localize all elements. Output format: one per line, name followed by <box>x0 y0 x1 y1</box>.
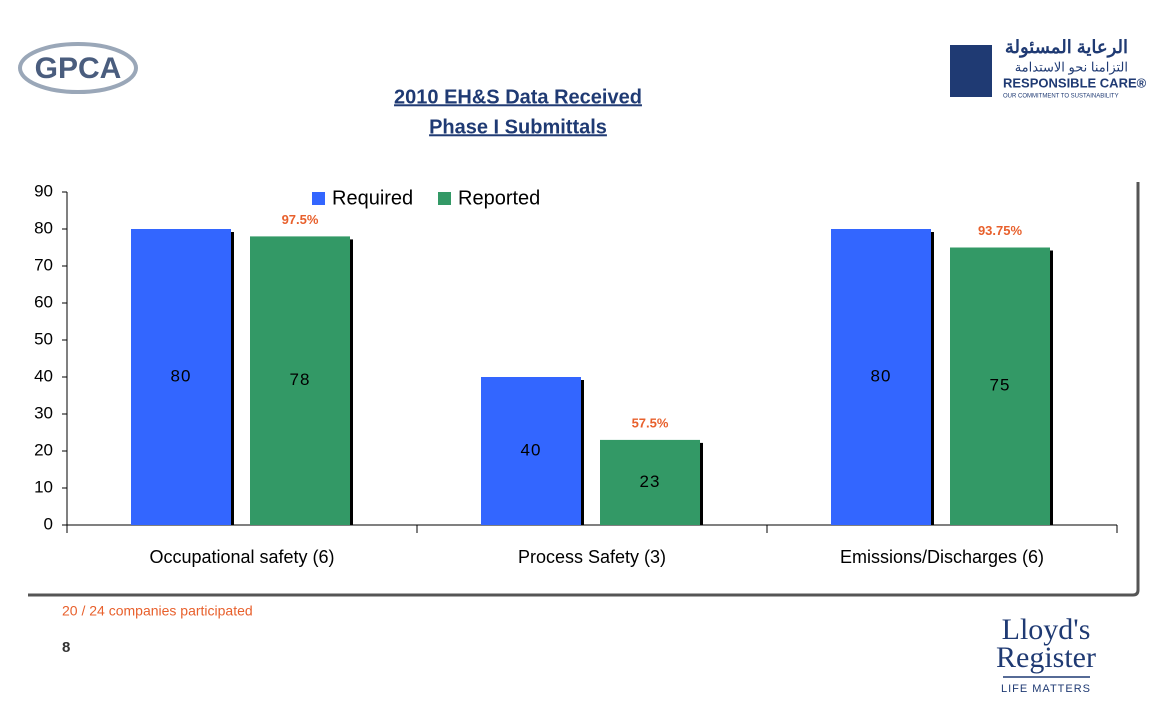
rc-arabic: الرعاية المسئولة <box>1005 37 1128 58</box>
rc-icon <box>950 45 992 97</box>
chart-frame <box>28 182 1140 597</box>
y-tick-label: 20 <box>34 440 53 459</box>
bar <box>831 229 931 525</box>
y-tick-label: 80 <box>34 218 53 237</box>
y-tick-label: 50 <box>34 329 53 348</box>
lloyds-logo: Lloyd's <box>1002 613 1091 646</box>
x-tick-label: Occupational safety (6) <box>149 547 334 567</box>
legend-swatch <box>438 192 451 205</box>
bar <box>600 439 700 525</box>
value-label: 40 <box>521 440 542 459</box>
chart-title: 2010 EH&S Data Received <box>394 86 642 108</box>
gpca-swoosh <box>18 42 138 94</box>
x-tick-label: Process Safety (3) <box>518 547 666 567</box>
value-label: 23 <box>640 472 661 491</box>
chart-title: Phase I Submittals <box>429 116 607 138</box>
y-tick-label: 0 <box>44 514 53 533</box>
legend-swatch <box>312 192 325 205</box>
y-tick-label: 40 <box>34 366 53 385</box>
legend-label: Required <box>332 187 413 209</box>
x-tick-label: Emissions/Discharges (6) <box>840 547 1044 567</box>
lloyds-logo: Register <box>996 641 1096 674</box>
page-number: 8 <box>62 639 70 656</box>
rc-arabic-sub: التزامنا نحو الاستدامة <box>1015 59 1128 75</box>
y-tick-label: 60 <box>34 292 53 311</box>
bar <box>131 229 231 525</box>
bar <box>950 247 1050 525</box>
value-label: 80 <box>171 366 192 385</box>
lloyds-tagline: LIFE MATTERS <box>1001 683 1091 695</box>
bar <box>481 377 581 525</box>
rc-name: RESPONSIBLE CARE® <box>1003 75 1147 90</box>
chart: 0 10 20 30 40 50 60 70 80 90 Required Reported Occup… <box>34 181 1118 567</box>
annotation: 57.5% <box>632 415 669 430</box>
value-label: 80 <box>871 366 892 385</box>
y-tick-label: 90 <box>34 181 53 200</box>
rc-tagline: OUR COMMITMENT TO SUSTAINABILITY <box>1003 94 1119 100</box>
annotation: 93.75% <box>978 223 1023 238</box>
y-tick-label: 30 <box>34 403 53 422</box>
value-label: 75 <box>990 376 1011 395</box>
gpca-logo: GPCA <box>35 52 122 85</box>
value-label: 78 <box>290 370 311 389</box>
footnote: 20 / 24 companies participated <box>62 603 253 619</box>
y-tick-label: 70 <box>34 255 53 274</box>
legend-label: Reported <box>458 187 540 209</box>
annotation: 97.5% <box>282 212 319 227</box>
bar <box>250 236 350 525</box>
y-tick-label: 10 <box>34 477 53 496</box>
